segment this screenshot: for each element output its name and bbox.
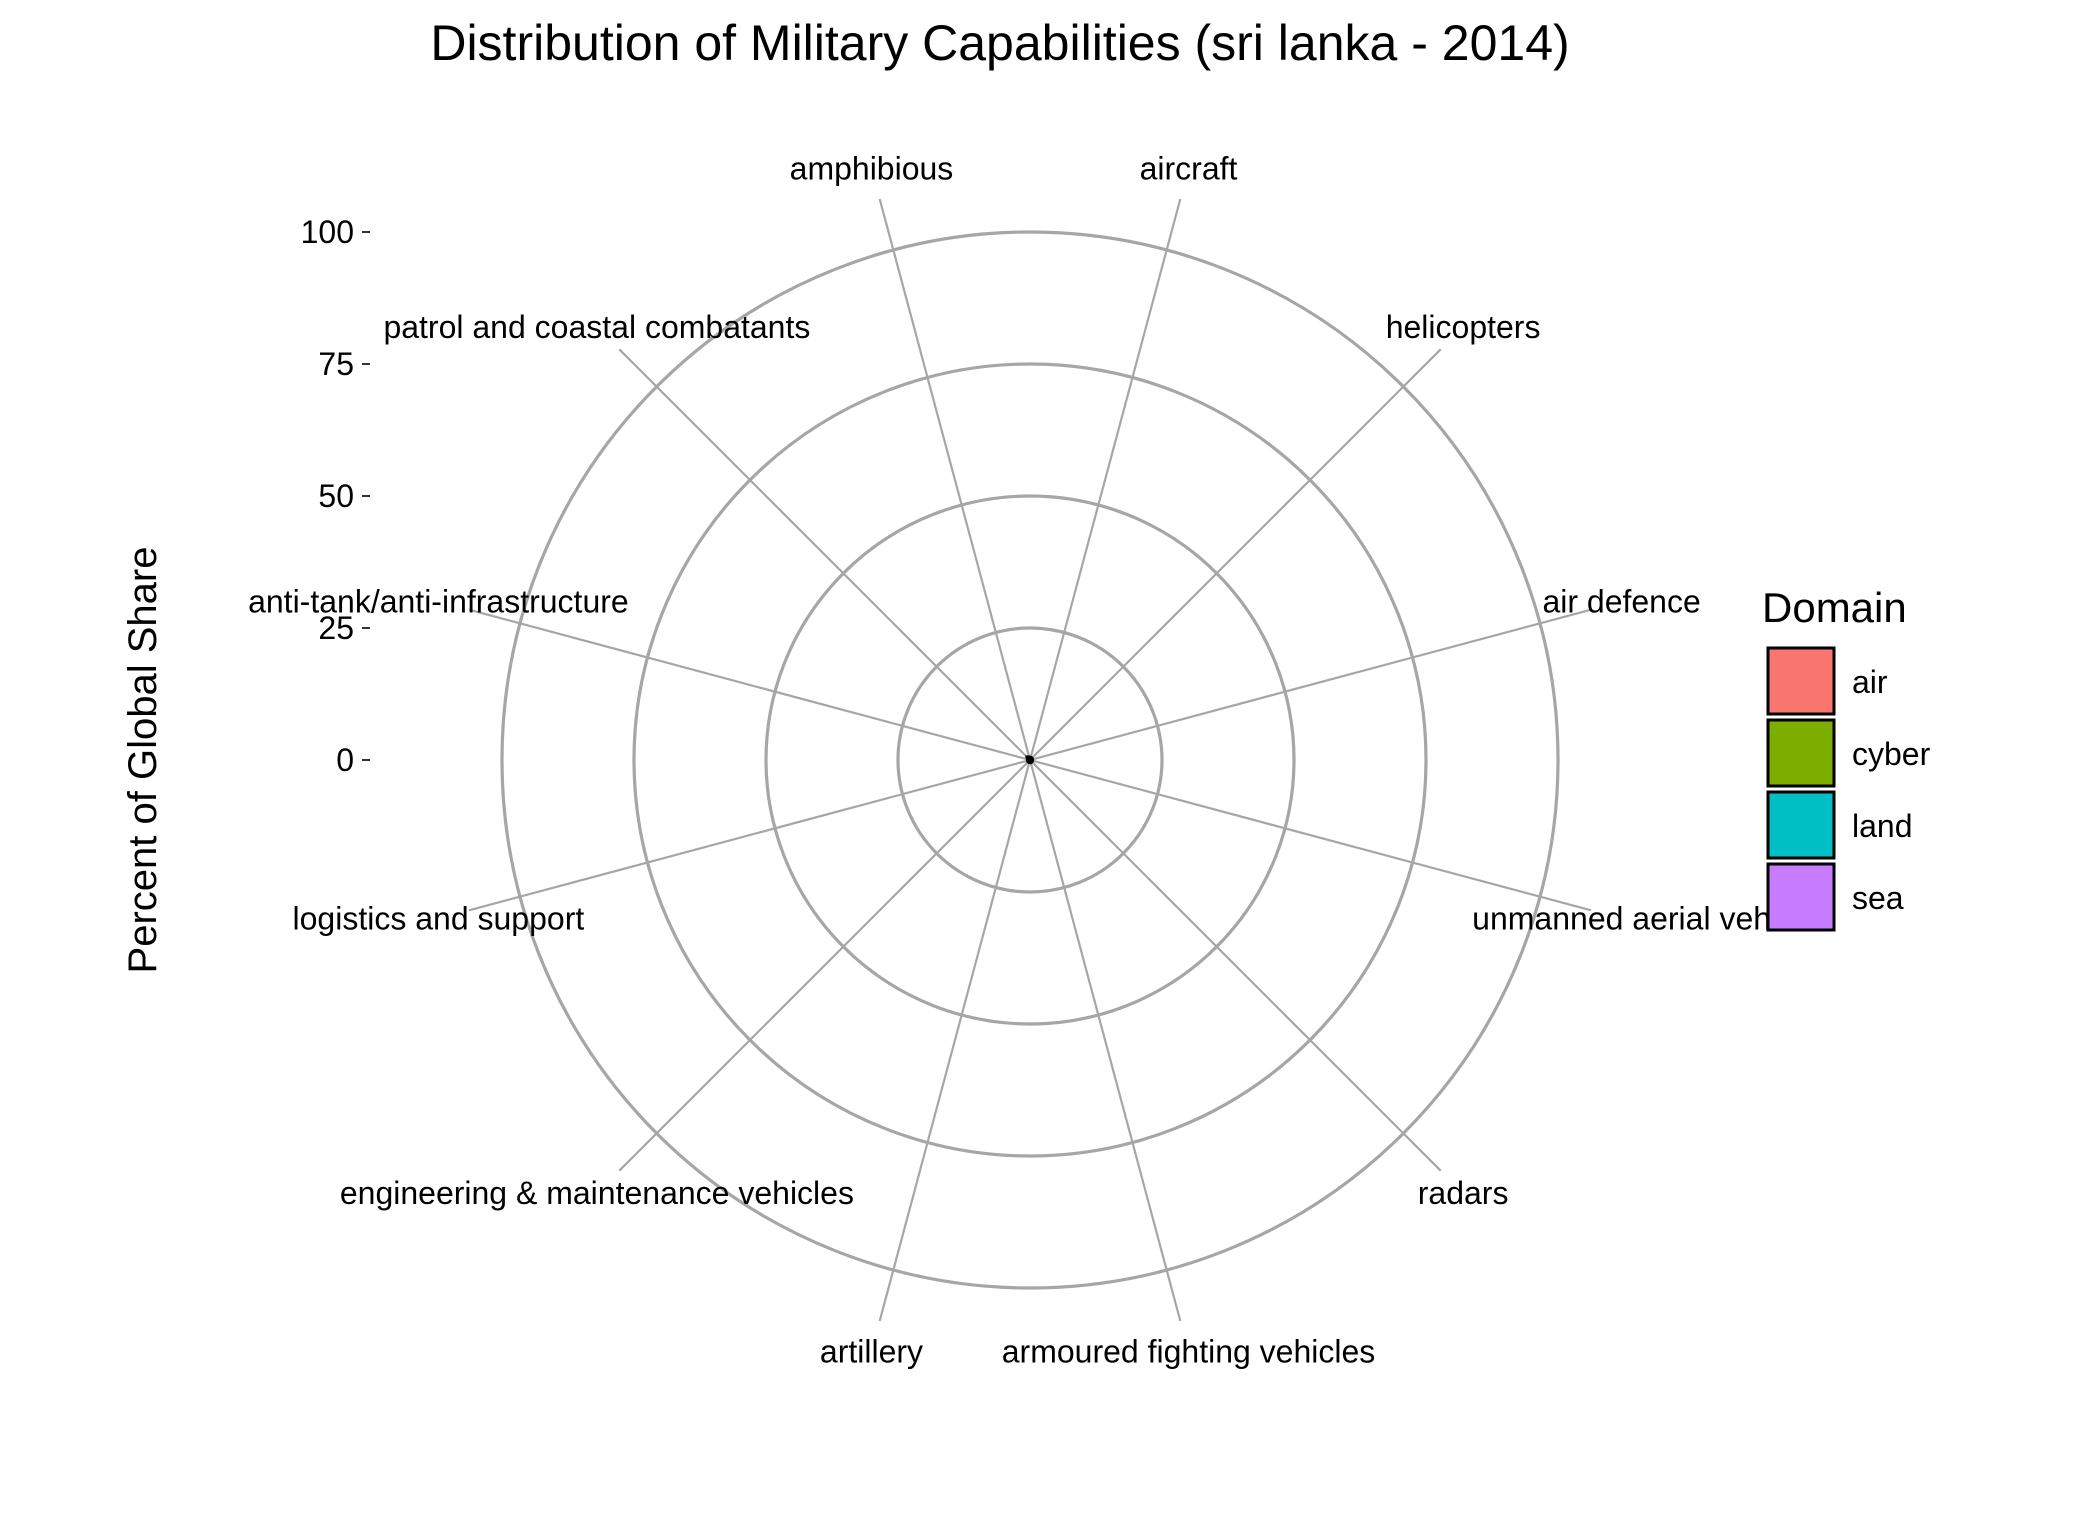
spoke-line bbox=[618, 759, 1031, 1172]
legend-swatch-sea bbox=[1766, 862, 1836, 932]
legend-label-sea: sea bbox=[1852, 880, 1904, 916]
category-label: engineering & maintenance vehicles bbox=[340, 1175, 854, 1211]
legend-label-cyber: cyber bbox=[1852, 736, 1931, 772]
y-tick-label: 0 bbox=[336, 742, 354, 778]
grid-circle-100 bbox=[500, 230, 1560, 1290]
y-tick-label: 100 bbox=[301, 214, 354, 250]
category-label: helicopters bbox=[1386, 309, 1541, 345]
category-label: radars bbox=[1418, 1175, 1509, 1211]
y-tick-label: 50 bbox=[318, 478, 354, 514]
spoke-line bbox=[1029, 608, 1592, 762]
spoke-line bbox=[468, 758, 1031, 912]
spoke-line bbox=[468, 608, 1031, 762]
category-label: amphibious bbox=[790, 150, 954, 186]
category-labels: aircraft helicopters air defence unmanned a… bbox=[248, 150, 1771, 1369]
spoke-line bbox=[1028, 198, 1182, 761]
legend-items: air cyber land sea bbox=[1766, 646, 1931, 932]
legend: Domain air cyber land sea bbox=[1762, 584, 1931, 932]
legend-swatch-air bbox=[1766, 646, 1836, 716]
data-series bbox=[1025, 755, 1035, 765]
y-axis-ticks: 0 25 50 75 100 bbox=[301, 214, 370, 778]
spoke-line bbox=[1028, 759, 1182, 1322]
y-tick-label: 75 bbox=[318, 346, 354, 382]
spoke-line bbox=[1029, 759, 1442, 1172]
legend-swatch-cyber bbox=[1766, 718, 1836, 788]
grid-circle-75 bbox=[632, 362, 1428, 1158]
spoke-line bbox=[1029, 758, 1592, 912]
legend-swatch-land bbox=[1766, 790, 1836, 860]
legend-title: Domain bbox=[1762, 584, 1907, 631]
chart-title: Distribution of Military Capabilities (s… bbox=[430, 15, 1569, 71]
y-axis-title: Percent of Global Share bbox=[121, 547, 165, 974]
category-label: armoured fighting vehicles bbox=[1002, 1334, 1376, 1370]
legend-label-air: air bbox=[1852, 664, 1888, 700]
grid bbox=[468, 198, 1592, 1322]
data-point bbox=[1027, 755, 1031, 759]
category-label: patrol and coastal combatants bbox=[383, 309, 810, 345]
legend-label-land: land bbox=[1852, 808, 1913, 844]
spoke-line bbox=[618, 348, 1031, 761]
category-label: logistics and support bbox=[293, 901, 585, 937]
y-tick-label: 25 bbox=[318, 610, 354, 646]
category-label: aircraft bbox=[1140, 150, 1238, 186]
spoke-line bbox=[878, 198, 1032, 761]
category-label: artillery bbox=[820, 1334, 923, 1370]
spoke-line bbox=[1029, 348, 1442, 761]
grid-circle-50 bbox=[764, 494, 1296, 1026]
grid-circle-25 bbox=[896, 626, 1164, 894]
category-label: anti-tank/anti-infrastructure bbox=[248, 583, 629, 619]
category-label: air defence bbox=[1542, 583, 1700, 619]
spoke-line bbox=[878, 759, 1032, 1322]
category-label: unmanned aerial veh bbox=[1472, 901, 1771, 937]
